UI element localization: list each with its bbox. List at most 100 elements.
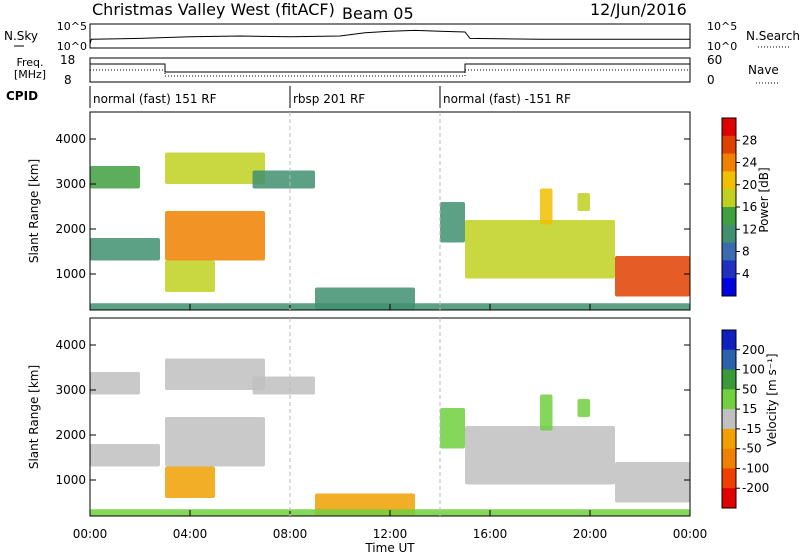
echo-region	[540, 394, 553, 431]
frequency-series	[90, 63, 690, 73]
colorbar-tick-label: 12	[742, 222, 757, 236]
xtick-label: 16:00	[473, 527, 508, 541]
noise-panel-frame	[89, 23, 691, 49]
echo-region	[90, 444, 160, 467]
freq-tick-high: 18	[60, 53, 75, 67]
echo-region	[165, 466, 215, 498]
colorbar-tick-label: 4	[742, 267, 750, 281]
ytick-label: 1000	[55, 473, 86, 487]
echo-region	[577, 399, 590, 417]
noise-tick-high-right: 10^5	[707, 20, 737, 33]
nsky-label: N.Sky	[4, 29, 38, 43]
colorbar-tick-label: -200	[742, 481, 769, 495]
colorbar-segment	[722, 207, 736, 226]
colorbar-tick-label: -50	[742, 442, 762, 456]
xtick-label: 08:00	[273, 527, 308, 541]
cpid-segment-label: rbsp 201 RF	[293, 92, 365, 106]
echo-region	[465, 426, 615, 485]
echo-region	[90, 166, 140, 189]
colorbar-tick-label: 20	[742, 178, 757, 192]
colorbar-segment	[722, 468, 736, 489]
echo-region	[165, 260, 215, 292]
beam-title: Beam 05	[342, 4, 414, 23]
xtick-label: 20:00	[573, 527, 608, 541]
noise-tick-low-left: 10^0	[57, 40, 87, 53]
colorbar-segment	[722, 260, 736, 279]
echo-region	[440, 408, 465, 449]
nsearch-label: N.Search	[746, 29, 800, 43]
colorbar-segment	[722, 171, 736, 190]
ytick-label: 2000	[55, 222, 86, 236]
xtick-label: 00:00	[73, 527, 108, 541]
velocity-colorbar-label: Velocity [m s⁻¹]	[765, 353, 779, 446]
colorbar-tick-label: 16	[742, 200, 757, 214]
cpid-segment-label: normal (fast) 151 RF	[93, 92, 217, 106]
freq-tick-low: 8	[64, 73, 72, 87]
colorbar-segment	[722, 224, 736, 244]
colorbar-tick-label: 100	[742, 363, 765, 377]
colorbar-segment	[722, 389, 736, 410]
echo-region	[252, 170, 315, 189]
echo-region	[165, 417, 265, 467]
colorbar-segment	[722, 118, 736, 137]
power-echo-layer	[90, 152, 690, 310]
echo-region	[540, 188, 553, 225]
colorbar-tick-label: -15	[742, 422, 762, 436]
colorbar-segment	[722, 330, 736, 351]
echo-region	[465, 220, 615, 279]
noise-tick-low-right: 10^0	[707, 40, 737, 53]
colorbar-tick-label: 50	[742, 382, 757, 396]
xaxis-label: Time UT	[364, 541, 415, 554]
power-yaxis: 1000 2000 3000 4000	[55, 132, 690, 281]
cpid-label: CPID	[6, 89, 38, 103]
xtick-label: 04:00	[173, 527, 208, 541]
echo-region	[252, 376, 315, 395]
colorbar-segment	[722, 369, 736, 390]
ytick-label: 2000	[55, 428, 86, 442]
colorbar-tick-label: -100	[742, 461, 769, 475]
velocity-yaxis: 1000 2000 3000 4000	[55, 338, 690, 487]
colorbar-segment	[722, 278, 736, 297]
nave-series	[90, 69, 690, 77]
ytick-label: 1000	[55, 267, 86, 281]
colorbar-tick-label: 28	[742, 133, 757, 147]
echo-region	[165, 152, 265, 184]
power-ylabel: Slant Range [km]	[27, 159, 41, 263]
colorbar-segment	[722, 242, 736, 261]
noise-tick-high-left: 10^5	[57, 20, 87, 33]
colorbar-tick-label: 200	[742, 343, 765, 357]
time-axis: 00:00 04:00 08:00 12:00 16:00 20:00 00:00	[73, 304, 708, 541]
noise-sky-series	[89, 29, 690, 45]
ytick-label: 3000	[55, 177, 86, 191]
power-colorbar: 28 24 20 16 12 8 4	[721, 117, 757, 297]
nave-label: Nave	[748, 63, 779, 77]
ytick-label: 4000	[55, 132, 86, 146]
power-colorbar-label: Power [dB]	[757, 167, 771, 232]
echo-region	[165, 358, 265, 390]
nave-tick-high: 60	[707, 53, 722, 67]
colorbar-segment	[722, 448, 736, 469]
cpid-segments: normal (fast) 151 RF rbsp 201 RF normal (f…	[89, 86, 571, 108]
colorbar-segment	[722, 135, 736, 155]
nave-tick-low: 0	[707, 73, 715, 87]
xtick-label: 00:00	[673, 527, 708, 541]
echo-region	[90, 372, 140, 395]
colorbar-segment	[722, 428, 736, 450]
velocity-colorbar: 200 100 50 15 -15 -50 -100 -200	[721, 329, 769, 509]
colorbar-segment	[722, 409, 736, 430]
colorbar-segment	[722, 189, 736, 208]
freq-unit-label: [MHz]	[14, 68, 46, 81]
freq-label: Freq.	[16, 56, 43, 69]
station-title: Christmas Valley West (fitACF)	[92, 0, 335, 19]
cpid-segment-label: normal (fast) -151 RF	[443, 92, 571, 106]
colorbar-segment	[722, 488, 736, 509]
echo-region	[440, 202, 465, 243]
colorbar-tick-label: 15	[742, 402, 757, 416]
colorbar-frame	[721, 329, 737, 509]
date-title: 12/Jun/2016	[590, 0, 687, 19]
colorbar-segment	[722, 349, 736, 371]
velocity-ylabel: Slant Range [km]	[27, 365, 41, 469]
velocity-echo-layer	[90, 358, 690, 516]
colorbar-tick-label: 8	[742, 245, 750, 259]
